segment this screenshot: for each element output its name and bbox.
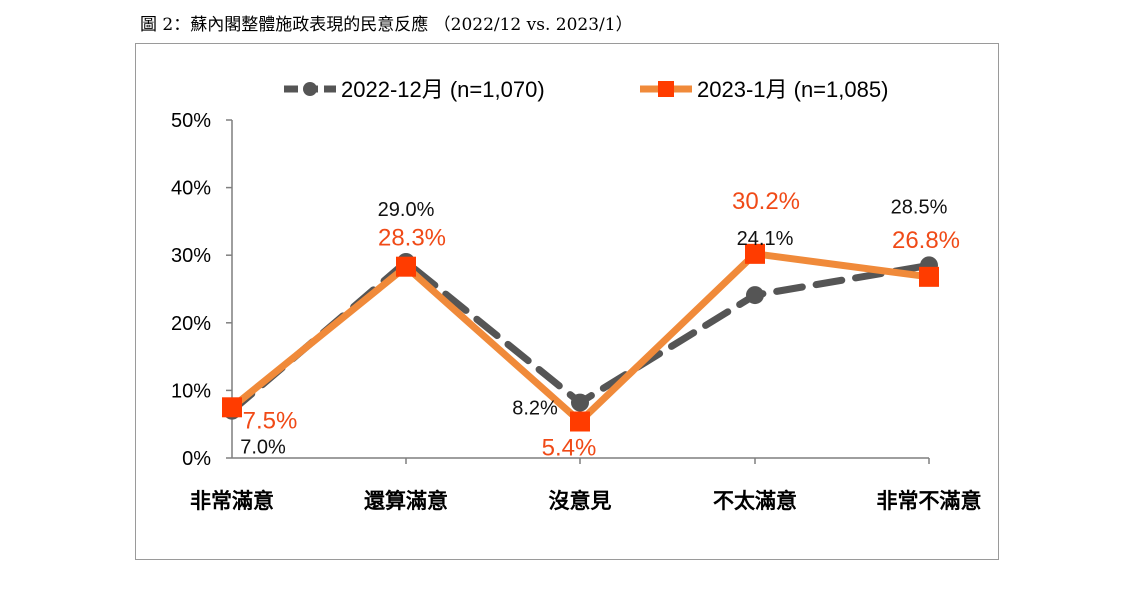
- series-2023-1-point: [396, 256, 416, 277]
- chart-frame: [135, 43, 999, 560]
- y-tick-label: 30%: [171, 245, 211, 267]
- legend-2022-12-label: 2022-12月 (n=1,070): [341, 77, 545, 102]
- data-label-2023-1: 28.3%: [378, 225, 446, 252]
- data-label-2022-12: 24.1%: [737, 228, 794, 250]
- x-category-label: 不太滿意: [713, 489, 797, 513]
- x-category-label: 非常滿意: [190, 489, 274, 513]
- series-2022-12-point: [571, 393, 589, 412]
- data-label-2022-12: 7.0%: [240, 437, 286, 459]
- y-tick-label: 0%: [182, 448, 211, 470]
- x-category-label: 沒意見: [549, 489, 612, 513]
- series-2023-1-point: [222, 397, 242, 418]
- data-label-2023-1: 26.8%: [892, 227, 960, 254]
- y-tick-label: 50%: [171, 110, 211, 132]
- data-label-2023-1: 30.2%: [732, 188, 800, 215]
- data-label-2022-12: 8.2%: [512, 398, 558, 420]
- legend-2023-1-marker: [658, 81, 674, 97]
- series-2023-1-point: [745, 243, 765, 264]
- x-category-label: 還算滿意: [364, 489, 448, 513]
- legend-2023-1-label: 2023-1月 (n=1,085): [697, 77, 888, 102]
- data-label-2023-1: 5.4%: [542, 434, 597, 461]
- data-label-2022-12: 28.5%: [891, 196, 948, 218]
- y-tick-label: 10%: [171, 380, 211, 402]
- series-2022-12-line: [228, 257, 933, 415]
- data-label-2022-12: 29.0%: [378, 199, 435, 221]
- series-2023-1-point: [570, 411, 590, 432]
- figure-caption: 圖 2：蘇內閣整體施政表現的民意反應 （2022/12 vs. 2023/1）: [140, 15, 633, 35]
- data-label-2023-1: 7.5%: [243, 407, 298, 434]
- series-2023-1-point: [919, 266, 939, 287]
- y-tick-label: 40%: [171, 178, 211, 200]
- legend-2022-12-marker: [303, 82, 317, 96]
- x-category-label: 非常不滿意: [877, 489, 982, 513]
- series-2022-12-point: [746, 286, 764, 305]
- y-tick-label: 20%: [171, 313, 211, 335]
